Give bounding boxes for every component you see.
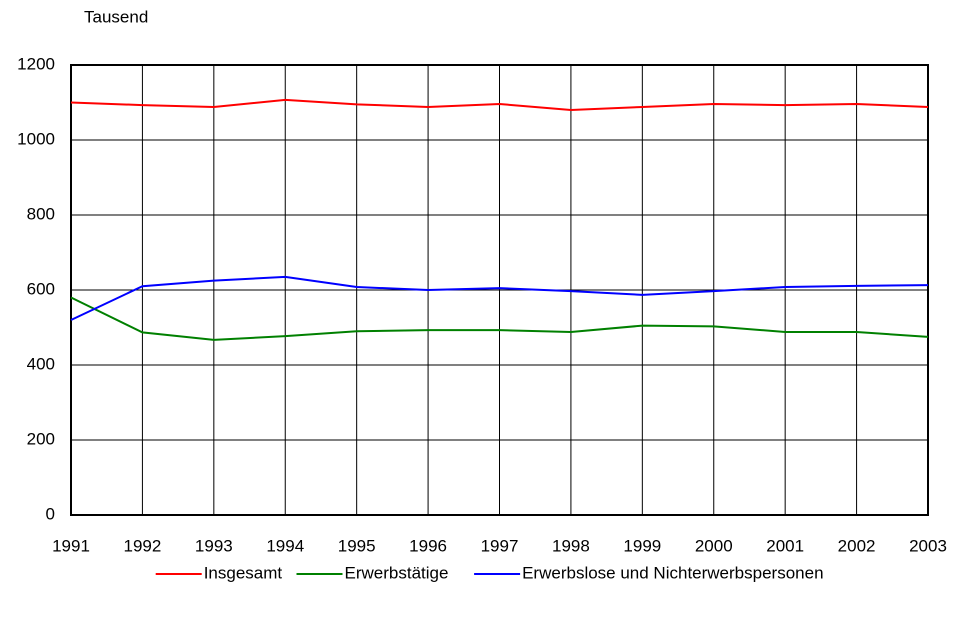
x-tick-label: 1996: [409, 536, 447, 555]
y-axis-label: Tausend: [84, 7, 148, 26]
x-tick-label: 1999: [623, 536, 661, 555]
plot-frame: [70, 64, 929, 516]
legend-label: Erwerbstätige: [345, 563, 449, 582]
y-tick-label: 1000: [17, 129, 55, 148]
series-line: [70, 275, 929, 321]
y-tick-label: 600: [27, 279, 55, 298]
y-tick-label: 800: [27, 204, 55, 223]
legend-label: Insgesamt: [204, 563, 283, 582]
legend-label: Erwerbslose und Nichterwerbspersonen: [522, 563, 823, 582]
x-tick-label: 1997: [481, 536, 519, 555]
y-tick-label: 200: [27, 429, 55, 448]
x-tick-label: 2001: [766, 536, 804, 555]
y-tick-label: 1200: [17, 54, 55, 73]
y-tick-label: 400: [27, 354, 55, 373]
x-tick-label: 2003: [909, 536, 947, 555]
x-tick-label: 1991: [52, 536, 90, 555]
y-tick-label: 0: [46, 504, 55, 523]
series-line: [70, 98, 929, 112]
x-tick-label: 1992: [124, 536, 162, 555]
series-line: [70, 296, 929, 341]
x-tick-label: 2002: [838, 536, 876, 555]
x-tick-label: 1995: [338, 536, 376, 555]
x-tick-label: 1998: [552, 536, 590, 555]
x-tick-label: 2000: [695, 536, 733, 555]
x-tick-label: 1993: [195, 536, 233, 555]
x-tick-label: 1994: [266, 536, 304, 555]
